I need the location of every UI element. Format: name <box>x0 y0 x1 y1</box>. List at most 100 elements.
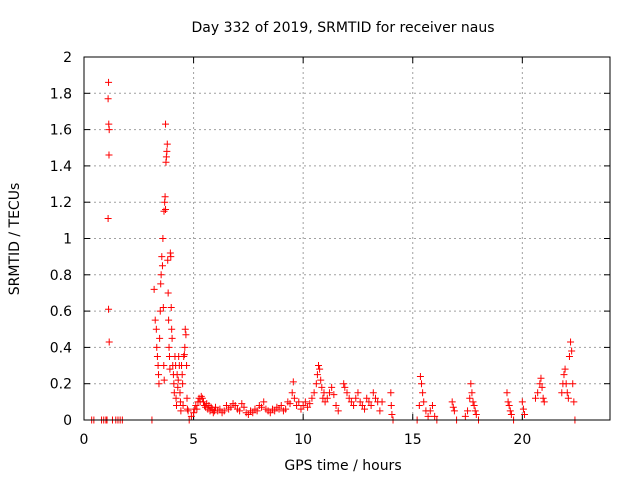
data-point-marker <box>105 151 113 159</box>
data-point-marker <box>378 398 386 406</box>
data-point-marker <box>170 380 178 388</box>
data-point-marker <box>157 280 165 288</box>
data-point-marker <box>420 398 428 406</box>
data-point-marker <box>289 378 297 386</box>
data-point-marker <box>155 371 163 379</box>
data-point-marker <box>227 403 235 411</box>
data-point-marker <box>345 394 353 402</box>
data-point-marker <box>567 338 575 346</box>
data-point-marker <box>507 411 515 419</box>
data-point-marker <box>365 398 373 406</box>
y-tick-label: 2 <box>63 50 72 66</box>
data-point-marker <box>568 347 576 355</box>
data-point-marker <box>330 391 338 399</box>
data-point-marker <box>179 401 187 409</box>
data-point-marker <box>156 307 164 315</box>
data-point-marker <box>105 338 113 346</box>
data-point-marker <box>471 407 479 415</box>
data-point-marker <box>505 401 513 409</box>
data-point-marker <box>540 398 548 406</box>
data-point-marker <box>387 401 395 409</box>
data-point-marker <box>275 405 283 413</box>
data-point-marker <box>199 398 207 406</box>
y-axis-label: SRMTID / TECUs <box>7 183 23 296</box>
tick-labels: 0 5 10 15 20 0 0.2 0.4 0.6 0.8 1 1.2 1.4 1.6 1.8 2 <box>50 50 532 448</box>
data-point-marker <box>253 407 261 415</box>
data-point-marker <box>450 407 458 415</box>
data-point-marker <box>560 371 568 379</box>
data-point-marker <box>222 401 230 409</box>
data-point-marker <box>428 401 436 409</box>
data-point-marker <box>341 383 349 391</box>
data-point-marker <box>536 380 544 388</box>
data-point-marker <box>361 405 369 413</box>
data-point-marker <box>155 380 163 388</box>
data-point-marker <box>260 398 268 406</box>
data-point-marker <box>518 398 526 406</box>
data-point-marker <box>249 409 257 417</box>
data-point-marker <box>424 412 432 420</box>
data-point-marker <box>105 78 113 86</box>
data-point-marker <box>369 389 377 397</box>
data-point-marker <box>190 409 198 417</box>
data-point-marker <box>564 394 572 402</box>
data-point-marker <box>426 407 434 415</box>
data-point-marker <box>367 401 375 409</box>
data-point-marker <box>467 380 475 388</box>
y-tick-label: 0.2 <box>50 377 72 393</box>
data-point-marker <box>166 365 174 373</box>
y-tick-label: 1.4 <box>50 159 72 175</box>
data-point-marker <box>181 325 189 333</box>
data-point-marker <box>238 400 246 408</box>
data-point-marker <box>323 394 331 402</box>
data-point-marker <box>174 383 182 391</box>
data-point-marker <box>183 405 191 413</box>
data-point-marker <box>521 411 529 419</box>
data-point-marker <box>153 343 161 351</box>
data-point-marker <box>290 394 298 402</box>
data-point-marker <box>308 394 316 402</box>
data-point-marker <box>461 412 469 420</box>
data-point-marker <box>271 407 279 415</box>
data-point-marker <box>176 398 184 406</box>
data-point-marker <box>182 331 190 339</box>
data-points <box>88 78 579 424</box>
data-point-marker <box>350 401 358 409</box>
data-point-marker <box>282 405 290 413</box>
data-point-marker <box>347 398 355 406</box>
data-point-marker <box>160 376 168 384</box>
data-point-marker <box>293 401 301 409</box>
data-point-marker <box>162 120 170 128</box>
data-point-marker <box>192 401 200 409</box>
data-point-marker <box>334 407 342 415</box>
data-point-marker <box>163 140 171 148</box>
y-tick-label: 0.8 <box>50 268 72 284</box>
data-point-marker <box>563 389 571 397</box>
data-point-marker <box>504 398 512 406</box>
y-tick-label: 0.4 <box>50 340 72 356</box>
data-point-marker <box>212 403 219 411</box>
data-point-marker <box>415 401 423 409</box>
chart-title: Day 332 of 2019, SRMTID for receiver nau… <box>191 20 494 36</box>
x-tick-label: 10 <box>294 432 312 448</box>
gridlines <box>84 57 610 420</box>
data-point-marker <box>187 412 195 420</box>
data-point-marker <box>321 398 329 406</box>
data-point-marker <box>180 351 188 359</box>
data-point-marker <box>315 362 323 370</box>
data-point-marker <box>277 401 285 409</box>
data-point-marker <box>569 380 577 388</box>
data-point-marker <box>161 193 169 201</box>
data-point-marker <box>538 383 546 391</box>
y-tick-label: 1.6 <box>50 123 72 139</box>
data-point-marker <box>176 389 184 397</box>
data-point-marker <box>570 398 578 406</box>
data-point-marker <box>198 394 206 402</box>
data-point-marker <box>328 383 336 391</box>
data-point-marker <box>165 343 173 351</box>
y-tick-label: 1 <box>63 232 72 248</box>
data-point-marker <box>506 407 514 415</box>
data-point-marker <box>152 325 160 333</box>
data-point-marker <box>181 343 189 351</box>
data-point-marker <box>163 147 171 155</box>
